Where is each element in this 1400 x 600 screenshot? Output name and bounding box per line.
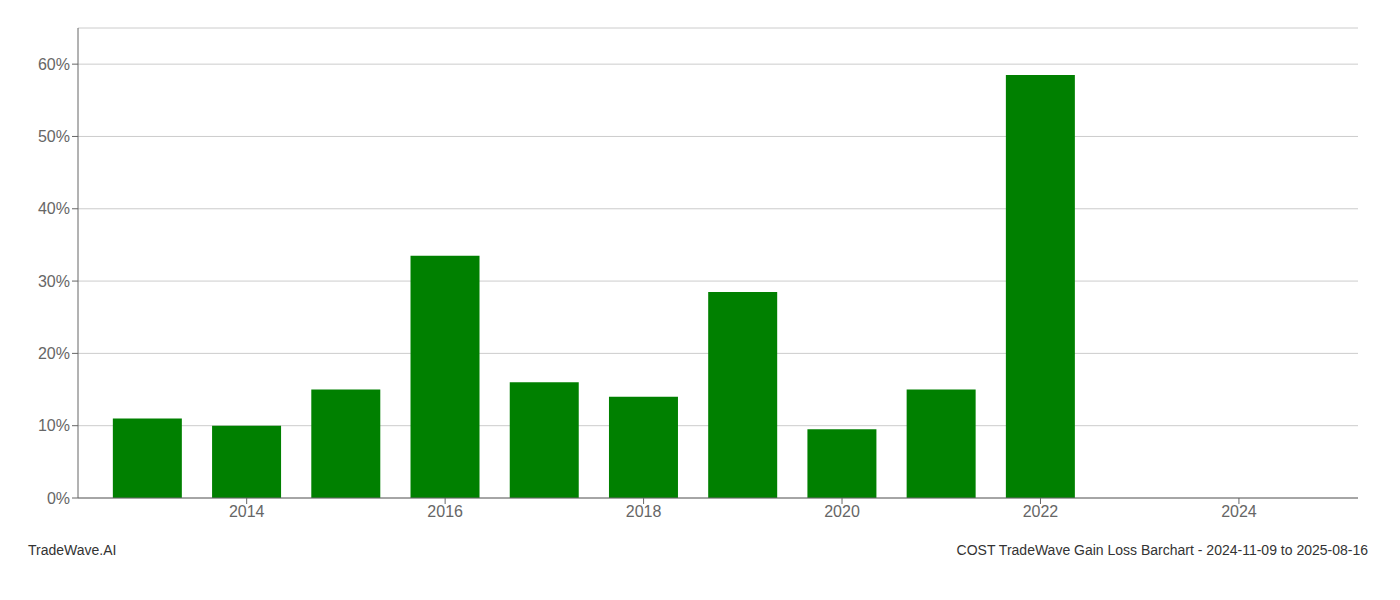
svg-text:0%: 0%	[47, 490, 70, 507]
svg-text:50%: 50%	[38, 128, 70, 145]
svg-text:20%: 20%	[38, 345, 70, 362]
svg-text:2020: 2020	[824, 503, 860, 520]
svg-text:30%: 30%	[38, 273, 70, 290]
svg-text:2016: 2016	[427, 503, 463, 520]
svg-text:60%: 60%	[38, 56, 70, 73]
svg-text:40%: 40%	[38, 200, 70, 217]
svg-text:2014: 2014	[229, 503, 265, 520]
svg-text:2022: 2022	[1023, 503, 1059, 520]
html-text:TradeWave.AI: TradeWave.AI	[28, 542, 117, 558]
svg-text:2024: 2024	[1221, 503, 1257, 520]
svg-text:10%: 10%	[38, 417, 70, 434]
svg-text:2018: 2018	[626, 503, 662, 520]
html-text:COST TradeWave Gain Loss Barch: COST TradeWave Gain Loss Barchart - 2024…	[956, 542, 1368, 558]
